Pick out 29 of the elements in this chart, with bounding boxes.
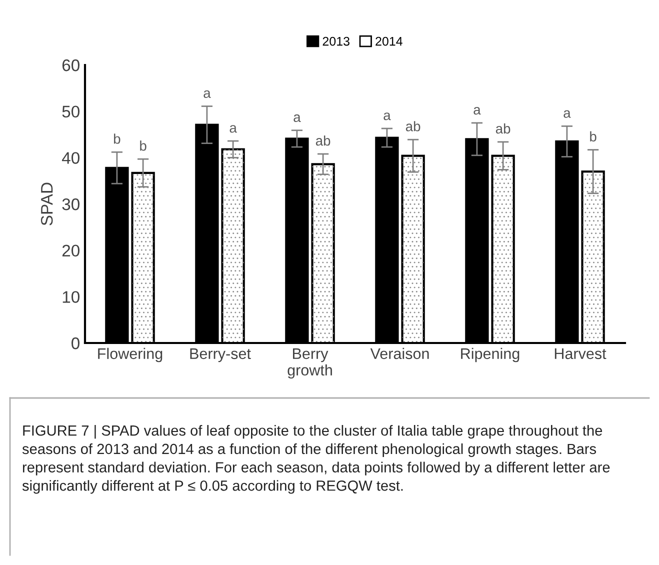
y-tick-label: 60 bbox=[62, 59, 80, 72]
y-tick-label: 20 bbox=[62, 244, 80, 257]
x-tick-label: Berry growth bbox=[288, 348, 332, 379]
annotation: b bbox=[590, 131, 596, 142]
x-tick-label: Ripening bbox=[461, 348, 520, 362]
annotation: a bbox=[564, 110, 571, 118]
annotation: b bbox=[140, 140, 146, 151]
y-axis-title: SPAD bbox=[40, 182, 53, 226]
annotation: a bbox=[294, 114, 301, 122]
legend-label: 2014 bbox=[376, 36, 402, 46]
caption: FIGURE 7 | SPAD values of leaf opposite to the cluster of Italia table grape throughout the seasons of 2013 and 2014 as a function of the different phenological growth stages. Bars represent standard deviation. For each season, data points followed by a different letter are significantly different at P ≤ 0.05 according to REGQW test. bbox=[22, 425, 610, 494]
x-tick-label: Harvest bbox=[554, 348, 606, 360]
annotation: a bbox=[230, 125, 237, 133]
annotation: a bbox=[384, 112, 391, 120]
y-tick-label: 30 bbox=[62, 198, 80, 210]
y-tick-label: 0 bbox=[72, 337, 80, 350]
annotation: ab bbox=[406, 121, 420, 132]
legend-label: 2013 bbox=[322, 36, 350, 46]
annotation: ab bbox=[496, 123, 510, 134]
x-tick-label: Veraison bbox=[370, 348, 429, 360]
x-tick-label: Berry-set bbox=[190, 348, 251, 362]
annotation: b bbox=[114, 134, 120, 144]
y-tick-label: 40 bbox=[62, 152, 80, 164]
annotation: ab bbox=[316, 135, 330, 146]
annotation: a bbox=[474, 107, 481, 115]
annotation: a bbox=[204, 90, 211, 98]
y-tick-label: 10 bbox=[62, 291, 80, 303]
x-tick-label: Flowering bbox=[98, 348, 162, 362]
y-tick-label: 50 bbox=[62, 106, 80, 118]
